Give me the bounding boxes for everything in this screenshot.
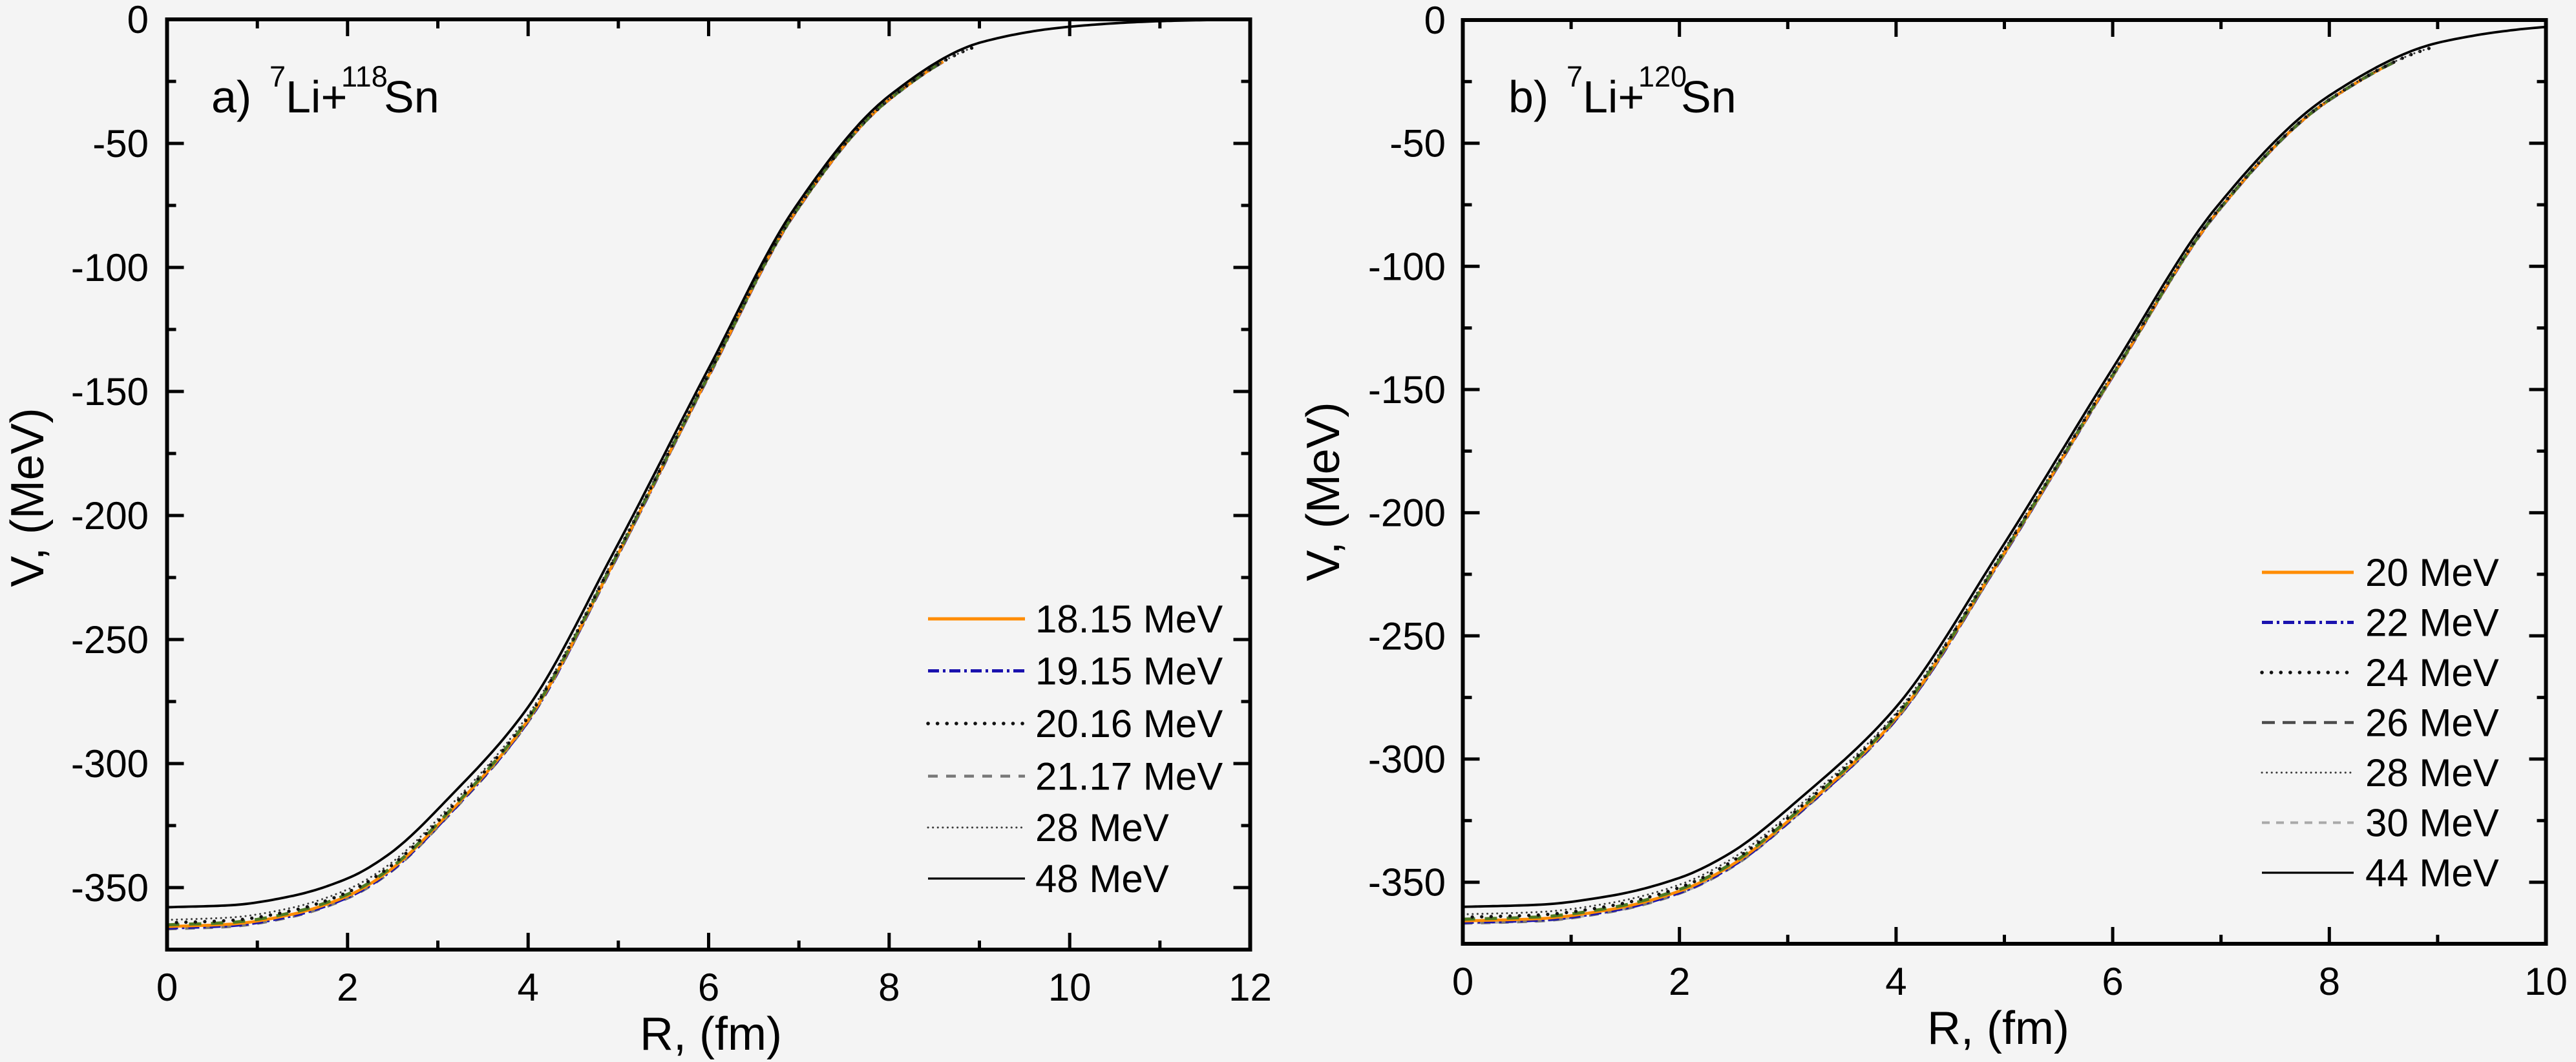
svg-text:118: 118	[341, 60, 388, 93]
svg-text:44 MeV: 44 MeV	[2365, 851, 2499, 895]
svg-text:24 MeV: 24 MeV	[2365, 651, 2499, 694]
svg-text:0: 0	[1452, 960, 1473, 1003]
svg-text:20 MeV: 20 MeV	[2365, 551, 2499, 594]
svg-text:-300: -300	[1368, 738, 1446, 781]
svg-text:-150: -150	[1368, 368, 1446, 411]
svg-text:19.15 MeV: 19.15 MeV	[1035, 650, 1223, 693]
svg-text:-150: -150	[71, 370, 149, 413]
svg-text:R, (fm): R, (fm)	[1927, 1003, 2069, 1054]
svg-text:V, (MeV): V, (MeV)	[1298, 402, 1349, 581]
svg-text:V, (MeV): V, (MeV)	[2, 408, 54, 587]
svg-text:-350: -350	[71, 866, 149, 910]
svg-text:-100: -100	[1368, 245, 1446, 288]
svg-text:-200: -200	[1368, 492, 1446, 535]
svg-text:Sn: Sn	[384, 72, 439, 122]
svg-text:Sn: Sn	[1681, 72, 1737, 122]
svg-text:-50: -50	[1389, 122, 1446, 165]
svg-text:8: 8	[878, 966, 900, 1009]
svg-text:R, (fm): R, (fm)	[640, 1008, 782, 1060]
svg-text:4: 4	[518, 966, 539, 1009]
svg-text:-250: -250	[1368, 614, 1446, 658]
svg-text:28 MeV: 28 MeV	[2365, 751, 2499, 795]
svg-text:a): a)	[211, 72, 251, 122]
svg-text:-50: -50	[92, 122, 149, 165]
svg-text:7: 7	[1567, 60, 1583, 93]
svg-text:0: 0	[127, 0, 149, 41]
svg-text:8: 8	[2319, 960, 2340, 1003]
svg-text:-100: -100	[71, 246, 149, 289]
svg-text:0: 0	[1424, 0, 1446, 42]
svg-text:22 MeV: 22 MeV	[2365, 601, 2499, 645]
svg-text:-250: -250	[71, 618, 149, 661]
svg-text:48 MeV: 48 MeV	[1035, 857, 1169, 901]
svg-text:4: 4	[1885, 960, 1906, 1003]
svg-text:2: 2	[1669, 960, 1690, 1003]
svg-text:26 MeV: 26 MeV	[2365, 702, 2499, 745]
svg-text:28 MeV: 28 MeV	[1035, 806, 1169, 849]
svg-text:6: 6	[698, 966, 719, 1009]
svg-text:Li+: Li+	[286, 72, 347, 122]
svg-text:12: 12	[1229, 966, 1272, 1009]
svg-text:Li+: Li+	[1583, 72, 1644, 122]
svg-text:2: 2	[337, 966, 358, 1009]
svg-text:18.15 MeV: 18.15 MeV	[1035, 598, 1223, 641]
svg-text:30 MeV: 30 MeV	[2365, 802, 2499, 845]
svg-text:0: 0	[156, 966, 178, 1009]
svg-text:-350: -350	[1368, 861, 1446, 904]
svg-text:10: 10	[1048, 966, 1092, 1009]
svg-text:7: 7	[269, 60, 286, 93]
svg-text:b): b)	[1508, 72, 1548, 122]
svg-text:21.17 MeV: 21.17 MeV	[1035, 755, 1223, 798]
svg-text:20.16 MeV: 20.16 MeV	[1035, 702, 1223, 745]
svg-text:6: 6	[2102, 960, 2123, 1003]
svg-text:120: 120	[1638, 60, 1687, 93]
svg-text:10: 10	[2524, 960, 2568, 1003]
svg-text:-300: -300	[71, 742, 149, 786]
svg-text:-200: -200	[71, 494, 149, 537]
